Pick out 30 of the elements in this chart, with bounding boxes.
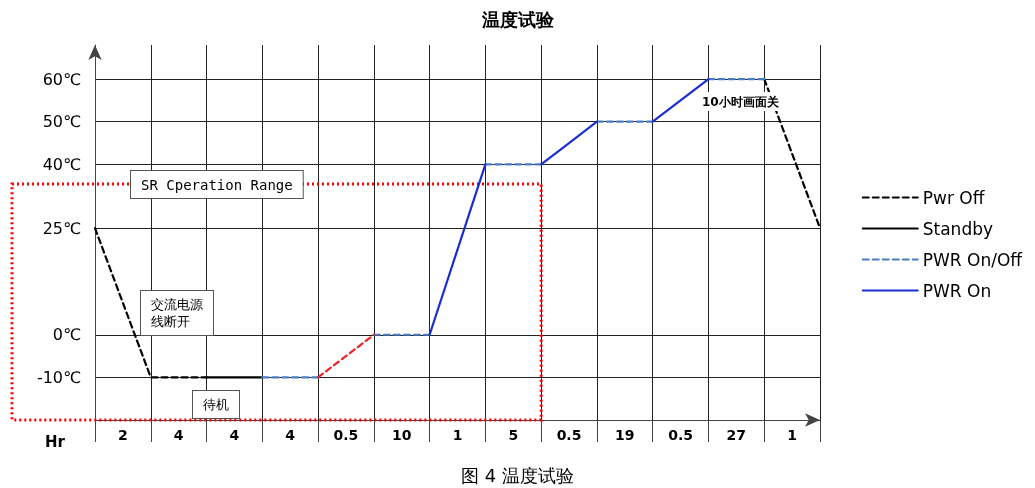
x-tick-label: 0.5 <box>556 427 582 443</box>
annotation: 交流电源线断开 <box>151 297 203 329</box>
chart-title: 温度试验 <box>480 8 555 30</box>
x-tick-label: 27 <box>726 427 747 443</box>
x-tick-label: 1 <box>452 427 463 443</box>
legend-label: PWR On/Off <box>922 249 1024 270</box>
legend-label: Pwr Off <box>922 187 986 208</box>
x-tick-label: 4 <box>285 427 296 443</box>
y-tick-label: -10℃ <box>36 367 82 387</box>
x-tick-label: 1 <box>787 427 797 443</box>
caption: 图 4 温度试验 <box>461 464 574 486</box>
x-tick-label: 0.5 <box>333 427 359 443</box>
x-tick-label: 19 <box>615 427 635 443</box>
x-tick-label: 4 <box>229 427 240 443</box>
legend-label: PWR On <box>922 280 992 301</box>
y-tick-label: 40℃ <box>42 154 82 174</box>
x-tick-label: 4 <box>173 427 184 443</box>
x-axis-title: Hr <box>45 432 66 451</box>
legend-label: Standby <box>922 218 994 239</box>
x-tick-label: 0.5 <box>668 427 693 443</box>
x-tick-label: 5 <box>508 427 519 443</box>
y-tick-label: 60℃ <box>42 69 82 89</box>
annotation: SR Cperation Range <box>141 176 293 193</box>
annotation: 待机 <box>203 397 229 412</box>
x-tick-label: 2 <box>118 427 128 443</box>
y-tick-label: 0℃ <box>52 325 82 345</box>
annotation: 10小时画面关 <box>702 94 780 109</box>
x-tick-label: 10 <box>391 427 412 443</box>
y-tick-label: 50℃ <box>42 112 82 132</box>
y-tick-label: 25℃ <box>42 218 82 238</box>
